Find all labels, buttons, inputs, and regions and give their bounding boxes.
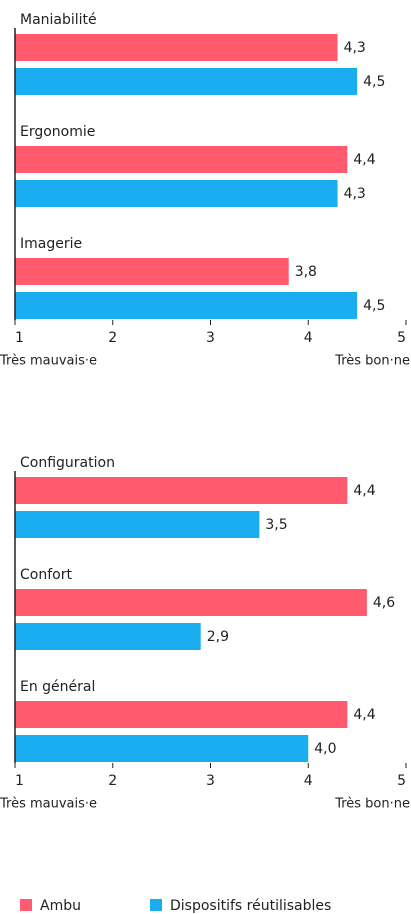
x-tick-label: 2 [108, 330, 117, 346]
category-label: Imagerie [20, 236, 82, 252]
category-label: Ergonomie [20, 124, 95, 140]
value-label: 2,9 [207, 629, 229, 645]
category-label: Maniabilité [20, 12, 97, 28]
legend-label: Ambu [40, 898, 81, 914]
value-label: 4,6 [373, 595, 395, 611]
value-label: 4,4 [353, 152, 375, 168]
bar [15, 68, 358, 95]
x-tick-label: 5 [397, 773, 406, 789]
axis-end-label: Très bon·ne [334, 354, 410, 369]
value-label: 4,5 [363, 298, 385, 314]
value-label: 4,3 [344, 186, 366, 202]
value-label: 4,4 [353, 707, 375, 723]
value-label: 4,5 [363, 74, 385, 90]
bar [15, 623, 201, 650]
value-label: 4,0 [314, 741, 336, 757]
value-label: 3,8 [295, 264, 317, 280]
x-tick-label: 4 [304, 330, 313, 346]
x-tick-label: 5 [397, 330, 406, 346]
bar [15, 589, 367, 616]
legend-label: Dispositifs réutilisables [170, 898, 331, 914]
bar [15, 34, 338, 61]
x-tick-label: 1 [15, 773, 24, 789]
category-label: En général [20, 679, 95, 695]
bar [15, 292, 358, 319]
legend-swatch [20, 899, 32, 911]
value-label: 4,4 [353, 483, 375, 499]
category-label: Confort [20, 567, 72, 583]
value-label: 4,3 [344, 40, 366, 56]
axis-end-label: Très mauvais·e [0, 797, 97, 812]
axis-end-label: Très bon·ne [334, 797, 410, 812]
x-tick-label: 2 [108, 773, 117, 789]
value-label: 3,5 [265, 517, 287, 533]
bar [15, 258, 289, 285]
x-tick-label: 3 [206, 773, 215, 789]
bar [15, 511, 260, 538]
x-tick-label: 4 [304, 773, 313, 789]
bar [15, 735, 309, 762]
bar [15, 477, 348, 504]
bar [15, 701, 348, 728]
bar [15, 180, 338, 207]
x-tick-label: 1 [15, 330, 24, 346]
legend-swatch [150, 899, 162, 911]
bar [15, 146, 348, 173]
category-label: Configuration [20, 455, 115, 471]
axis-end-label: Très mauvais·e [0, 354, 97, 369]
x-tick-label: 3 [206, 330, 215, 346]
